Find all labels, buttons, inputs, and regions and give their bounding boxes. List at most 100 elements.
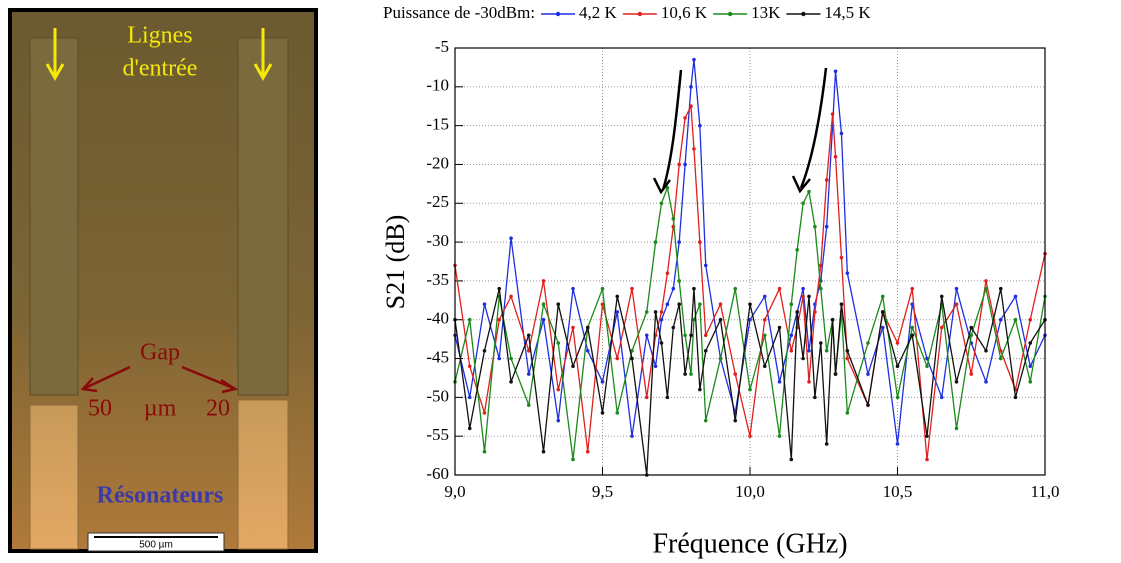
data-point: [789, 302, 794, 307]
data-point: [762, 364, 767, 369]
data-point: [556, 341, 561, 345]
data-point: [895, 364, 900, 369]
legend-label: 4,2 K: [579, 3, 618, 22]
x-tick-label: 9,0: [444, 482, 465, 501]
y-tick-label: -40: [426, 309, 449, 328]
legend-label: 13K: [751, 3, 781, 22]
data-point: [866, 341, 870, 345]
data-point: [845, 356, 850, 361]
data-point: [748, 317, 752, 322]
y-tick-label: -55: [426, 425, 449, 444]
data-point: [482, 411, 487, 415]
data-point: [692, 57, 696, 62]
data-point: [653, 364, 658, 369]
data-point: [910, 286, 915, 291]
data-point: [777, 325, 782, 330]
data-point: [910, 333, 915, 338]
data-point: [1028, 341, 1033, 345]
data-point: [677, 240, 681, 244]
data-point: [653, 310, 658, 314]
data-point: [671, 325, 676, 330]
data-point: [556, 302, 561, 307]
data-point: [467, 364, 472, 369]
data-point: [910, 325, 915, 330]
data-point: [813, 224, 817, 229]
data-point: [482, 302, 487, 307]
data-point: [801, 201, 805, 206]
data-point: [789, 348, 794, 353]
data-point: [954, 426, 959, 431]
data-point: [845, 411, 850, 415]
input-line: [237, 37, 289, 396]
data-point: [703, 333, 708, 338]
data-point: [969, 372, 974, 376]
data-point: [845, 348, 850, 353]
legend-swatch-dot: [801, 11, 806, 17]
data-point: [677, 302, 681, 307]
data-point: [683, 372, 687, 376]
data-point: [839, 302, 844, 307]
data-point: [497, 286, 502, 291]
data-point: [748, 387, 752, 392]
data-point: [789, 333, 794, 338]
data-point: [954, 286, 959, 291]
data-point: [807, 348, 811, 353]
data-point: [615, 411, 620, 415]
data-point: [571, 325, 575, 330]
data-point: [630, 286, 634, 291]
data-point: [665, 185, 670, 190]
x-tick-label: 11,0: [1030, 482, 1059, 501]
data-point: [698, 387, 702, 392]
data-point: [659, 341, 664, 345]
y-tick-label: -15: [426, 115, 449, 134]
data-point: [777, 434, 782, 438]
data-point: [703, 263, 708, 268]
data-point: [895, 395, 900, 400]
data-point: [644, 333, 649, 338]
data-point: [718, 317, 723, 322]
data-point: [984, 286, 988, 291]
data-point: [762, 317, 767, 322]
data-point: [895, 442, 900, 446]
data-point: [600, 411, 605, 415]
y-axis-label: S21 (dB): [381, 215, 410, 310]
data-point: [954, 302, 959, 307]
data-point: [845, 271, 850, 275]
data-point: [689, 372, 693, 376]
y-tick-label: -30: [426, 231, 449, 250]
data-point: [969, 333, 974, 338]
data-point: [698, 240, 702, 244]
data-point: [683, 116, 687, 120]
data-point: [703, 418, 708, 423]
data-point: [819, 263, 823, 268]
data-point: [998, 286, 1003, 291]
y-tick-label: -60: [426, 464, 449, 483]
data-point: [556, 387, 561, 392]
data-point: [984, 279, 988, 283]
data-point: [839, 131, 844, 136]
data-point: [718, 302, 723, 307]
legend-swatch-dot: [555, 11, 561, 17]
data-point: [866, 372, 870, 376]
data-point: [659, 310, 664, 314]
y-tick-label: -10: [426, 76, 449, 95]
annotation-arrow: [652, 69, 683, 195]
data-point: [762, 333, 767, 338]
data-point: [1028, 317, 1033, 322]
data-point: [692, 147, 696, 151]
data-point: [571, 364, 575, 369]
data-point: [659, 201, 664, 206]
data-point: [541, 279, 546, 283]
data-point: [467, 395, 472, 400]
data-point: [509, 356, 513, 361]
data-point: [777, 286, 782, 291]
resonator: [237, 399, 289, 550]
data-point: [541, 317, 546, 322]
data-point: [482, 449, 487, 454]
data-point: [748, 434, 752, 438]
data-point: [630, 356, 634, 361]
data-point: [748, 302, 752, 307]
data-point: [801, 356, 805, 361]
data-point: [677, 279, 681, 283]
data-point: [571, 457, 575, 462]
